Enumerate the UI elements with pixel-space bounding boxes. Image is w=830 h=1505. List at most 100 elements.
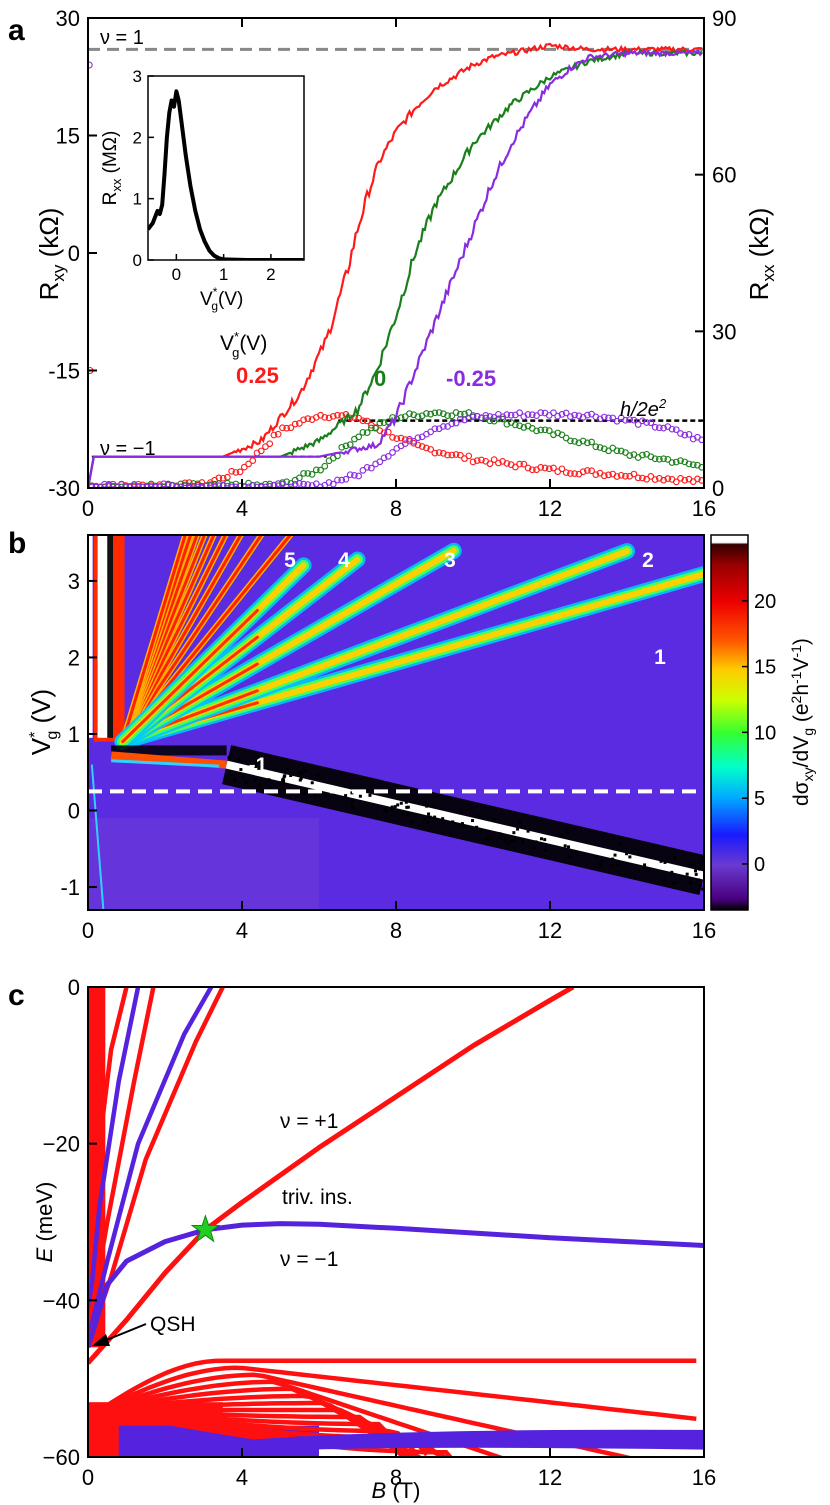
rxx-point [177,483,185,488]
heatmap-noise [543,838,547,842]
legend-title-vg: V* g(V) [220,329,267,360]
heatmap-noise [471,819,475,823]
heatmap-noise [512,839,516,843]
heatmap-noise [313,793,317,797]
heatmap-noise [406,805,410,809]
heatmap-noise [441,817,445,821]
rxx-point [257,447,265,455]
rxx-point [296,420,303,427]
rxx-point [401,436,409,443]
heatmap-noise [642,867,646,871]
heatmap-noise [350,791,354,795]
rxx-point [312,466,320,474]
rxx-point [698,477,704,484]
rxx-point [355,472,363,480]
heatmap-dark-band [111,745,227,756]
rxx-point [605,414,612,422]
rxx-point [583,467,591,474]
rxx-point [274,480,282,487]
rxx-point [423,410,430,417]
filling-factor-label: 2 [642,549,654,572]
annotation-nu-plus1: ν = +1 [280,1110,338,1133]
rxx-point [486,460,494,468]
annotation-nu-minus1: ν = −1 [280,1248,338,1271]
inset-axes: 0 1 2 3 2 1 0 [133,67,276,284]
x-tick-label: 16 [692,918,716,943]
rxx-point [423,444,430,452]
rxx-point [435,409,443,416]
rxx-point [689,435,697,443]
rxx-point [389,434,396,441]
heatmap-noise [258,769,262,773]
rxx-point [363,417,371,425]
panel-c-axes: 0 4 8 12 16 0 −20 −40 −60 [43,975,717,1490]
heatmap-noise [405,805,409,809]
rxx-point [346,471,354,479]
rxx-point [516,460,523,468]
heatmap-noise [351,806,355,810]
panel-b-region-labels: 5 4 3 2 1 -1 [249,549,667,777]
y-tick-label: 1 [68,722,80,747]
inset-y-tick-label: 2 [133,128,142,147]
rxx-point [571,470,578,477]
rxx-point [609,414,617,422]
heatmap-noise [509,840,513,844]
x-tick-label: 8 [390,1465,402,1490]
y-tick-label: 2 [68,645,80,670]
rxx-point [478,456,485,464]
zero-mode-level-0 [88,987,575,1365]
heatmap-noise [479,829,483,833]
rxx-point [257,483,265,488]
heatmap-noise [396,803,400,807]
heatmap-noise [368,793,372,797]
rxx-point [503,460,511,467]
rxx-point [499,415,506,423]
rxx-point [668,459,676,466]
rxx-point [380,419,388,426]
rxx-point [664,475,672,483]
rxx-point [660,476,667,484]
rxx-point [338,476,346,484]
rxx-point [558,465,566,473]
rxx-point [194,483,202,488]
heatmap-noise [498,836,502,840]
rxx-point [249,482,257,488]
landau-level-line [98,1365,697,1422]
rxx-point [541,464,549,472]
y-right-tick-label: 30 [712,319,736,344]
colorbar-label: dσxy/dVg (e2h-1V-1) [788,638,816,806]
heatmap-noise [427,812,431,816]
heatmap-noise [257,767,261,771]
rxx-point [351,471,358,479]
landau-level-line [88,987,214,1341]
heatmap-region [88,818,319,910]
rxx-point [490,456,498,463]
rxx-point [452,451,460,458]
heatmap-noise [518,821,522,825]
rxx-point [253,483,261,488]
rxx-point [266,483,274,488]
rxx-point [533,427,540,435]
rxx-point [329,412,337,420]
heatmap-noise [689,881,693,885]
rxx-point [571,411,578,419]
colorbar-axis: 20 15 10 5 0 [742,591,776,876]
rxx-point [562,469,570,476]
rxx-point [219,474,227,482]
panel-a-ylabel-left: Rxy (kΩ) [34,208,68,301]
rxx-point [88,61,93,69]
rxx-point [579,437,587,445]
rxx-point [617,471,625,479]
x-tick-label: 8 [390,496,402,521]
rxx-point [406,410,413,417]
x-tick-label: 0 [82,1465,94,1490]
panel-c: c 0 4 8 12 16 0 −20 −40 −60 E (meV) B (T) ν = +1… [8,975,716,1503]
heatmap-noise [289,774,293,778]
heatmap-noise [269,787,273,791]
heatmap-noise [611,863,615,867]
ref-line-label-nu-minus1: ν = −1 [100,438,156,460]
rxx-point [270,431,278,439]
filling-factor-label: 5 [284,549,296,572]
rxx-point [456,415,464,423]
